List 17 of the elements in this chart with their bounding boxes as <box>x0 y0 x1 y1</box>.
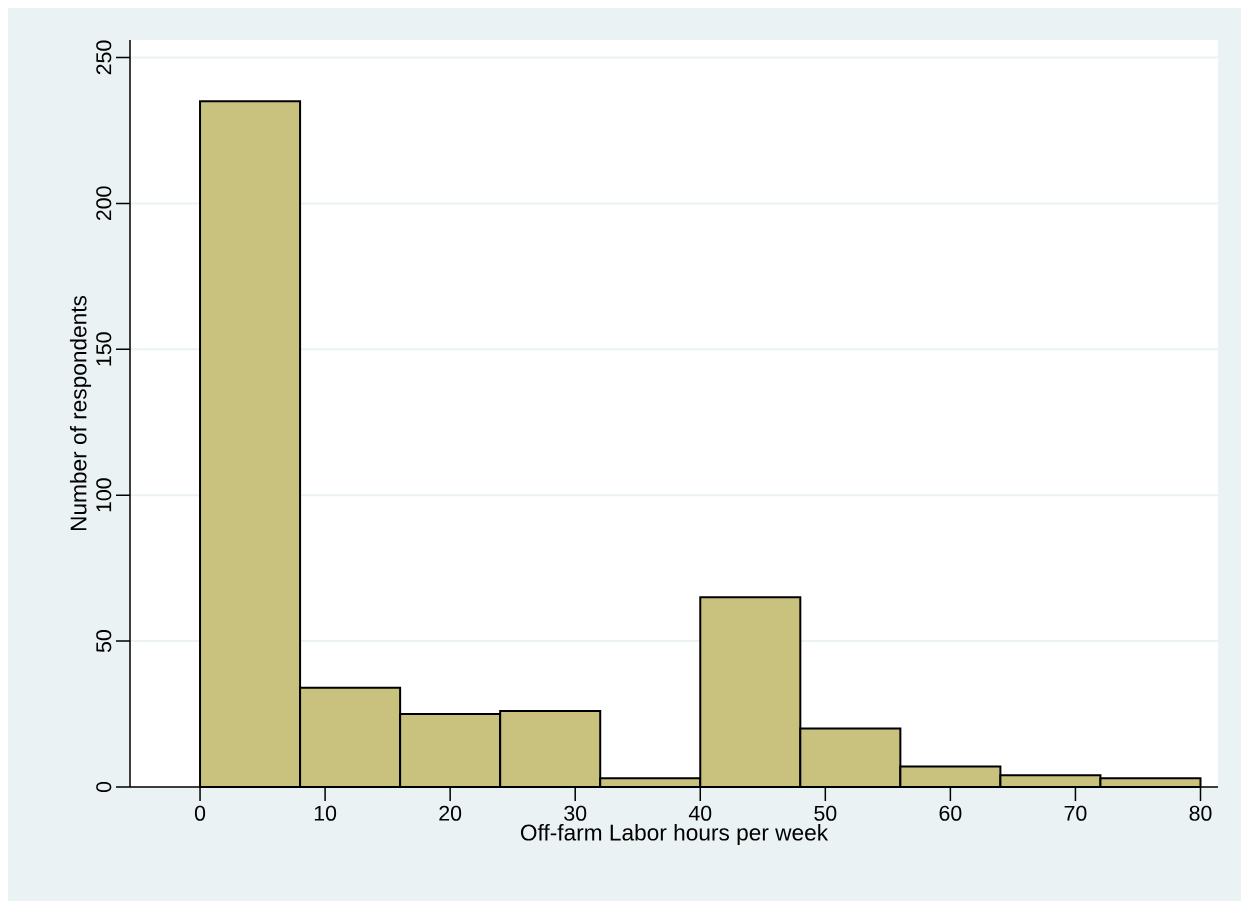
x-tick-label: 60 <box>939 805 962 821</box>
x-tick-label: 30 <box>564 805 587 821</box>
y-axis-title: Number of respondents <box>69 295 92 531</box>
x-tick-label: 20 <box>439 805 462 821</box>
y-tick-label: 100 <box>96 478 112 512</box>
y-tick-label: 200 <box>96 186 112 221</box>
x-tick-label: 40 <box>688 805 712 821</box>
x-tick-label: 70 <box>1064 805 1087 821</box>
y-tick-label: 150 <box>96 332 112 366</box>
x-tick-label: 0 <box>194 805 206 821</box>
x-tick-label: 50 <box>814 805 837 821</box>
x-axis-title: Off-farm Labor hours per week <box>520 823 829 846</box>
y-tick-label: 250 <box>96 40 112 75</box>
y-tick-label: 0 <box>96 781 112 793</box>
y-tick-label: 50 <box>96 630 112 653</box>
x-tick-label: 10 <box>314 805 337 821</box>
x-tick-label: 80 <box>1189 805 1212 821</box>
